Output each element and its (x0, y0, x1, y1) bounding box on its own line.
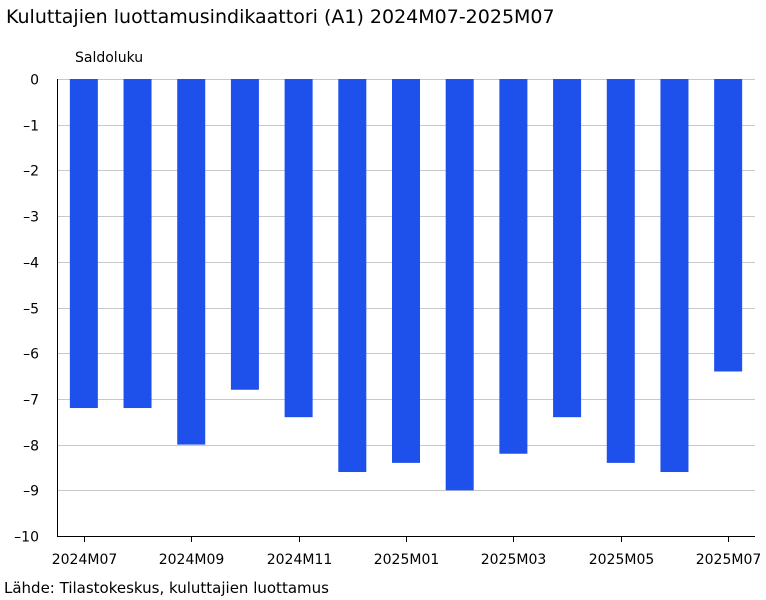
x-tick-label: 2024M07 (52, 552, 118, 568)
bar (338, 79, 367, 473)
source-note: Lähde: Tilastokeskus, kuluttajien luotta… (4, 579, 329, 597)
bar (660, 79, 689, 473)
y-tick-label: –2 (23, 164, 39, 180)
bar (284, 79, 313, 418)
y-tick-label: –9 (23, 484, 39, 500)
bar (606, 79, 635, 463)
bar (714, 79, 743, 372)
y-tick-label: –3 (23, 210, 39, 226)
bars (69, 79, 743, 491)
y-tick-label: –10 (14, 530, 39, 546)
x-tick-label: 2025M03 (481, 552, 547, 568)
y-tick-label: –6 (23, 347, 39, 363)
y-tick-label: –7 (23, 393, 39, 409)
y-tick-label: –1 (23, 119, 39, 135)
bar (230, 79, 259, 390)
y-tick-label: –4 (23, 256, 39, 272)
y-tick-label: –5 (23, 302, 39, 318)
y-axis-label: Saldoluku (75, 50, 144, 66)
x-tick-label: 2024M11 (267, 552, 333, 568)
bar (499, 79, 528, 454)
bar (69, 79, 98, 409)
tick-labels: 0 –1 –2 –3 –4 –5 –6 –7 –8 –9 –10 2024M07 2024M09 2024… (14, 73, 761, 569)
bar (123, 79, 152, 409)
axes (57, 79, 755, 542)
x-tick-label: 2024M09 (159, 552, 225, 568)
bar (177, 79, 206, 445)
y-tick-label: 0 (30, 73, 39, 89)
bar (445, 79, 474, 491)
x-tick-label: 2025M07 (696, 552, 762, 568)
bar (553, 79, 582, 418)
x-tick-label: 2025M01 (374, 552, 440, 568)
chart-title: Kuluttajien luottamusindikaattori (A1) 2… (6, 6, 555, 28)
y-tick-label: –8 (23, 439, 39, 455)
bar (392, 79, 420, 463)
x-tick-label: 2025M05 (589, 552, 655, 568)
